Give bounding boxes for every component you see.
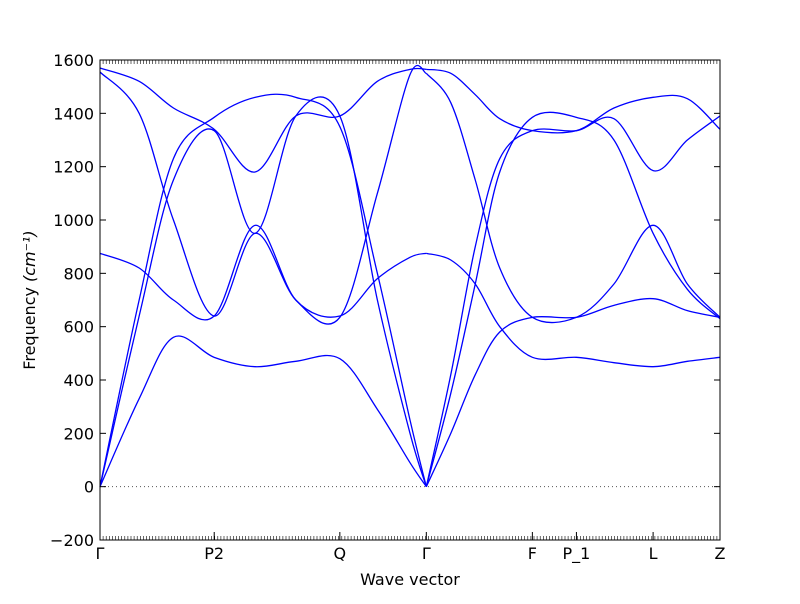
x-tick-layer: Γ P2 Q Γ F P_1 L Z bbox=[96, 532, 726, 564]
dispersion-branch-2 bbox=[99, 224, 427, 321]
y-axis-label: Frequency (cm⁻¹) bbox=[20, 230, 39, 369]
series-layer bbox=[99, 64, 721, 488]
y-tick-label: 400 bbox=[63, 371, 94, 390]
dispersion-branch-8 bbox=[425, 72, 721, 324]
x-tick-label: F bbox=[528, 544, 537, 563]
x-axis-label: Wave vector bbox=[360, 570, 460, 589]
y-tick-label: −200 bbox=[50, 531, 94, 550]
dispersion-branch-10 bbox=[425, 111, 721, 487]
plot-frame-layer bbox=[99, 59, 721, 541]
y-tick-label: 600 bbox=[63, 318, 94, 337]
dispersion-branch-9 bbox=[426, 252, 721, 368]
x-tick-label: Γ bbox=[96, 544, 105, 563]
x-tick-label: Q bbox=[334, 544, 347, 563]
plot-frame bbox=[99, 59, 721, 541]
y-axis-label-text: Frequency bbox=[20, 287, 39, 370]
dispersion-branch-6 bbox=[426, 68, 721, 134]
dispersion-branch-1 bbox=[99, 64, 427, 325]
x-tick-label: P_1 bbox=[563, 544, 591, 564]
x-tick-label: Γ bbox=[422, 544, 431, 563]
dispersion-branch-5 bbox=[99, 335, 427, 488]
y-tick-label: 800 bbox=[63, 264, 94, 283]
dispersion-branch-3 bbox=[99, 93, 427, 487]
dispersion-branch-4 bbox=[99, 96, 427, 487]
y-axis-label-unit: (cm⁻¹) bbox=[20, 230, 39, 282]
dispersion-branch-7 bbox=[425, 115, 721, 487]
x-tick-label: L bbox=[649, 544, 658, 563]
x-tick-label: Z bbox=[715, 544, 726, 563]
y-tick-label: 1400 bbox=[53, 104, 94, 123]
dispersion-branch-11 bbox=[425, 297, 721, 487]
x-tick-label: P2 bbox=[204, 544, 224, 563]
y-tick-label: 1200 bbox=[53, 158, 94, 177]
y-tick-layer: −200 0 200 400 600 800 1000 1200 1400 1600 bbox=[50, 51, 720, 550]
y-tick-label: 1600 bbox=[53, 51, 94, 70]
y-tick-label: 200 bbox=[63, 424, 94, 443]
y-tick-label: 1000 bbox=[53, 211, 94, 230]
dispersion-branch-0 bbox=[99, 67, 427, 173]
y-tick-label: 0 bbox=[84, 478, 94, 497]
